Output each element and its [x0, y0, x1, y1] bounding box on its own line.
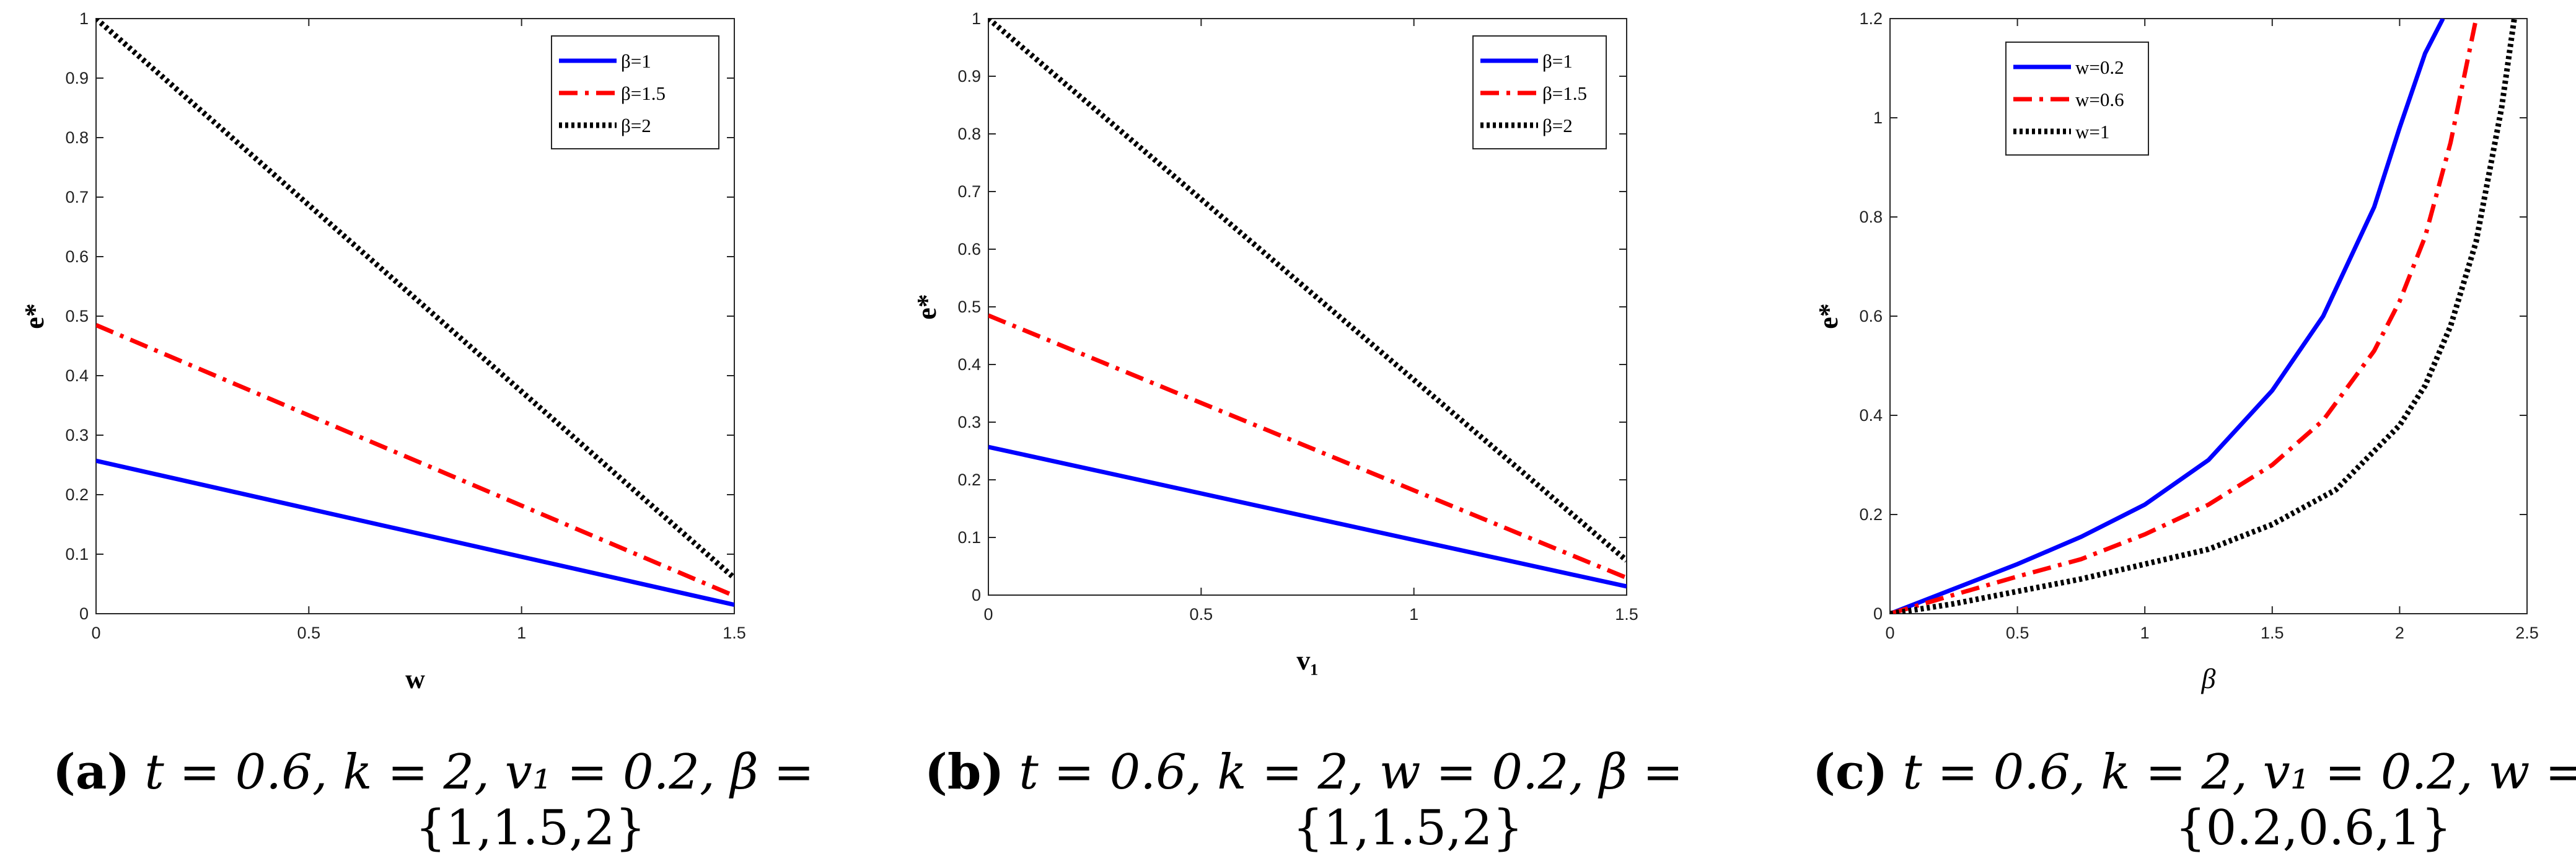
caption-params: t = 0.6, k = 2, v₁ = 0.2, w =	[1902, 744, 2576, 800]
legend-entry: β=1	[1542, 50, 1573, 72]
y-tick-label: 0.2	[65, 485, 89, 504]
series-line-2	[96, 323, 734, 598]
y-tick-label: 0	[972, 586, 981, 604]
y-tick-label: 0.9	[957, 67, 981, 86]
caption-line2: {1,1.5,2}	[1293, 800, 1523, 856]
y-tick-label: 0.1	[65, 545, 89, 563]
caption-label: (b)	[925, 744, 1004, 800]
legend-entry: β=1.5	[1542, 82, 1587, 104]
y-tick-label: 1	[972, 9, 981, 28]
series-line-2	[1890, 19, 2479, 614]
caption-line1: (c) t = 0.6, k = 2, v₁ = 0.2, w =	[1813, 744, 2576, 800]
y-tick-label: 0.5	[957, 298, 981, 316]
y-axis-label: e*	[912, 294, 942, 320]
caption-params: t = 0.6, k = 2, w = 0.2, β =	[1019, 744, 1683, 800]
series-line-1	[988, 444, 1627, 589]
y-tick-label: 0.7	[65, 188, 89, 206]
y-tick-label: 0.2	[1859, 505, 1883, 524]
series-line-2	[988, 313, 1627, 580]
legend-entry: w=1	[2075, 121, 2109, 143]
y-axis-label: e*	[1813, 303, 1844, 329]
x-tick-label: 1.5	[1615, 605, 1638, 624]
x-tick-label: 0	[1885, 624, 1894, 642]
x-axis-label: w	[405, 664, 425, 694]
panel-c: 0 0.5 1 1.5 2 2.5 0 0.2 0.4 0.6 0.8 1 1.2 w=0.2 w=0.6 w…	[1813, 9, 2576, 856]
y-tick-label: 0.6	[65, 247, 89, 266]
caption-line2: {0.2,0.6,1}	[2175, 800, 2452, 856]
series-line-1	[96, 458, 734, 608]
y-tick-label: 0	[1873, 604, 1883, 623]
y-tick-label: 0.8	[1859, 208, 1883, 226]
x-tick-label: 0.5	[297, 624, 321, 642]
x-tick-label: 0.5	[2006, 624, 2029, 642]
y-tick-label: 1	[79, 9, 89, 28]
y-tick-label: 0.3	[957, 413, 981, 431]
y-tick-label: 1.2	[1859, 9, 1883, 28]
y-tick-label: 0.7	[957, 182, 981, 201]
plot-frame	[1889, 18, 2528, 614]
x-tick-label: 1	[1409, 605, 1418, 624]
x-tick-label: 0	[983, 605, 993, 624]
y-tick-label: 0.6	[1859, 307, 1883, 325]
legend-entry: β=1	[621, 50, 651, 72]
x-tick-label: 1	[2140, 624, 2150, 642]
x-axis-label: β	[2201, 663, 2216, 694]
x-tick-label: 1.5	[723, 624, 746, 642]
y-axis-label: e*	[19, 303, 50, 329]
series-line-3	[1890, 19, 2517, 614]
caption-params: t = 0.6, k = 2, v₁ = 0.2, β =	[144, 744, 814, 800]
y-tick-label: 0.6	[957, 240, 981, 258]
caption-line2: {1,1.5,2}	[415, 800, 646, 856]
y-tick-label: 0.5	[65, 307, 89, 325]
x-tick-label: 1	[517, 624, 526, 642]
legend-entry: β=2	[1542, 115, 1573, 136]
y-tick-label: 0.9	[65, 69, 89, 87]
series-line-3	[96, 19, 734, 580]
legend-entry: β=2	[621, 115, 651, 136]
x-tick-label: 0.5	[1190, 605, 1213, 624]
x-tick-label: 1.5	[2261, 624, 2284, 642]
y-tick-label: 0.4	[957, 355, 981, 374]
legend-entry: β=1.5	[621, 82, 666, 104]
caption-line1: (a) t = 0.6, k = 2, v₁ = 0.2, β =	[53, 744, 814, 800]
caption-label: (c)	[1813, 744, 1888, 800]
panel-a: 0 0.5 1 1.5 0 0.1 0.2 0.3 0.4 0.5 0.6 0.7 0.8 0.9 1 β=1…	[19, 9, 814, 856]
legend-entry: w=0.2	[2075, 56, 2124, 78]
y-tick-label: 0	[79, 604, 89, 623]
y-tick-label: 1	[1873, 108, 1883, 127]
y-tick-label: 0.8	[65, 128, 89, 147]
caption-label: (a)	[53, 744, 130, 800]
x-tick-label: 2.5	[2515, 624, 2539, 642]
y-tick-label: 0.4	[65, 366, 89, 385]
panel-b: 0 0.5 1 1.5 0 0.1 0.2 0.3 0.4 0.5 0.6 0.7 0.8 0.9 1 β=1…	[912, 9, 1683, 856]
y-tick-label: 0.1	[957, 528, 981, 547]
y-tick-label: 0.3	[65, 426, 89, 444]
caption-line1: (b) t = 0.6, k = 2, w = 0.2, β =	[925, 744, 1683, 800]
y-tick-label: 0.2	[957, 471, 981, 489]
x-tick-label: 0	[91, 624, 100, 642]
x-axis-label: v₁	[1296, 645, 1318, 676]
series-line-1	[1890, 19, 2445, 614]
legend-box	[551, 35, 719, 149]
y-tick-label: 0.4	[1859, 406, 1883, 425]
legend-entry: w=0.6	[2075, 89, 2124, 110]
x-tick-label: 2	[2395, 624, 2404, 642]
y-tick-label: 0.8	[957, 125, 981, 143]
